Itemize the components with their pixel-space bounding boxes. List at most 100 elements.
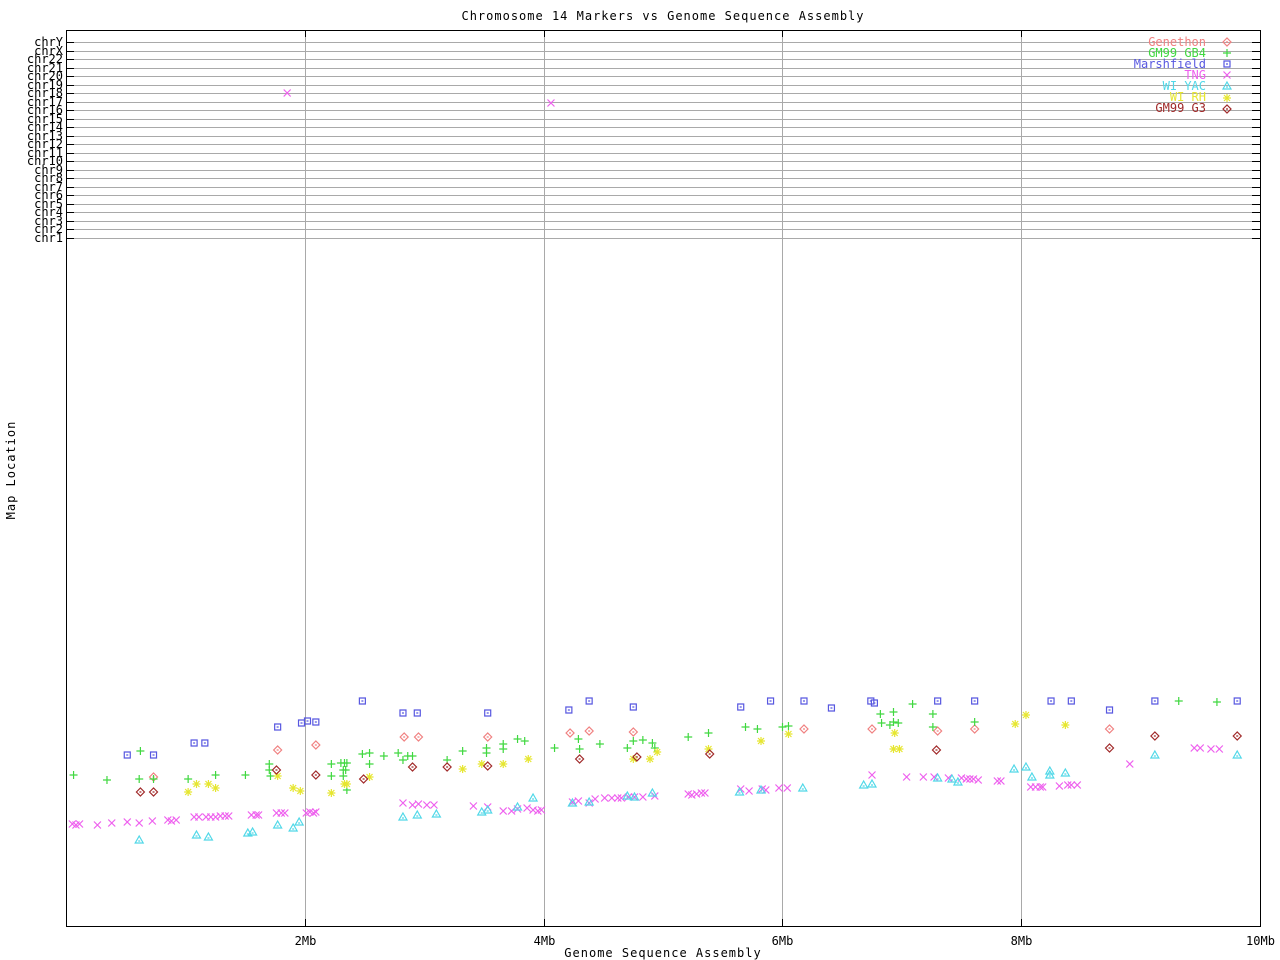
y-tick-label: chr9 [34,163,63,177]
data-point-gm99-g3 [358,774,369,784]
data-point-tng [277,809,286,817]
data-point-tng [996,777,1005,785]
data-point-tng [107,819,116,827]
data-point-wi-yac [1232,749,1243,759]
data-point-gm99-gb4 [241,771,250,779]
data-point-tng [1038,783,1047,791]
wi-yac-marker-icon [1221,81,1233,90]
data-point-tng [254,811,263,819]
data-point-tng [172,816,181,824]
data-point-marshfield [800,697,808,705]
data-point-wi-rh [342,780,351,788]
data-point-gm99-g3 [407,762,418,772]
data-point-gm99-gb4 [458,747,467,755]
data-point-marshfield [413,709,421,717]
data-point-wi-yac [412,809,423,819]
data-point-genethon [413,732,424,742]
y-tick-label: chr8 [34,171,63,185]
x-tick-label: 8Mb [1010,934,1033,948]
data-point-tng [148,817,157,825]
data-point-genethon [482,732,493,742]
data-point-marshfield [358,697,366,705]
data-point-gm99-gb4 [889,718,898,726]
data-point-genethon [1104,724,1115,734]
data-point-wi-yac [134,834,145,844]
data-point-wi-rh [1061,721,1070,729]
y-tick-label: chrY [34,35,63,49]
data-point-wi-yac [1009,763,1020,773]
data-point-gm99-gb4 [741,723,750,731]
x-tick-label: 4Mb [533,934,556,948]
data-point-wi-yac [528,792,539,802]
data-point-tng [430,801,438,809]
data-point-wi-rh [458,765,467,773]
data-point-tng [993,777,1002,785]
data-point-wi-yac [567,797,578,807]
data-point-marshfield [190,739,198,747]
data-point-wi-yac [1020,761,1032,771]
data-point-tng [638,793,647,801]
data-point-tng [687,791,696,799]
data-point-gm99-gb4 [623,744,632,752]
data-point-wi-rh [524,755,533,763]
data-point-tng [499,807,508,815]
data-point-marshfield [123,751,131,759]
data-point-tng [868,771,876,779]
data-point-marshfield [303,717,312,725]
data-point-gm99-gb4 [784,722,793,730]
plot-border [66,30,1261,927]
data-point-wi-rh [784,730,793,738]
y-tick-label: chr12 [26,137,63,151]
data-point-tng [613,794,622,802]
data-point-gm99-gb4 [136,747,145,755]
data-point-tng [697,789,706,797]
data-point-wi-yac [288,822,299,832]
data-point-gm99-gb4 [394,749,403,757]
data-point-tng [422,801,431,809]
y-tick-label: chr1 [34,231,63,245]
y-tick-label: chr14 [26,120,63,134]
y-tick-label: chr15 [26,112,63,126]
data-point-gm99-gb4 [753,725,762,733]
legend-label-wi-rh: WI RH [1169,90,1206,104]
data-point-wi-yac [482,804,493,814]
y-tick-label: chr19 [26,78,63,92]
data-point-gm99-gb4 [379,752,388,760]
data-point-genethon [399,732,410,742]
data-point-tng [774,784,783,792]
data-point-wi-rh [204,780,213,788]
data-point-genethon [565,728,575,738]
data-point-wi-rh [889,745,898,753]
data-point-tng [919,773,928,781]
data-point-gm99-g3 [310,770,321,780]
data-point-gm99-gb4 [520,737,529,745]
data-point-marshfield [484,709,492,717]
data-point-genethon [969,724,980,734]
data-point-tng [600,794,609,802]
data-point-tng [761,786,770,794]
data-point-marshfield [1105,706,1114,714]
data-point-tng [930,773,938,781]
data-point-wi-yac [191,829,202,839]
data-point-genethon [932,726,943,736]
data-point-tng [1063,781,1072,789]
data-point-wi-rh [499,760,508,768]
y-tick-label: chr21 [26,61,63,75]
legend-label-gm99-g3: GM99 G3 [1155,101,1206,116]
data-point-tng [283,89,292,97]
data-point-gm99-gb4 [970,718,979,726]
data-point-tng [123,818,132,826]
data-point-gm99-gb4 [513,735,522,743]
data-point-marshfield [766,697,775,705]
data-point-genethon [310,740,321,750]
data-point-gm99-gb4 [778,723,787,731]
data-point-gm99-gb4 [876,710,885,718]
data-point-wi-yac [622,790,633,800]
data-point-wi-rh [757,737,766,745]
data-point-tng [224,812,233,820]
data-point-wi-rh [629,755,638,763]
legend-label-gm99-gb4: GM99 GB4 [1148,45,1206,60]
data-point-wi-rh [184,788,193,796]
legend-label-genethon: Genethon [1148,34,1206,49]
